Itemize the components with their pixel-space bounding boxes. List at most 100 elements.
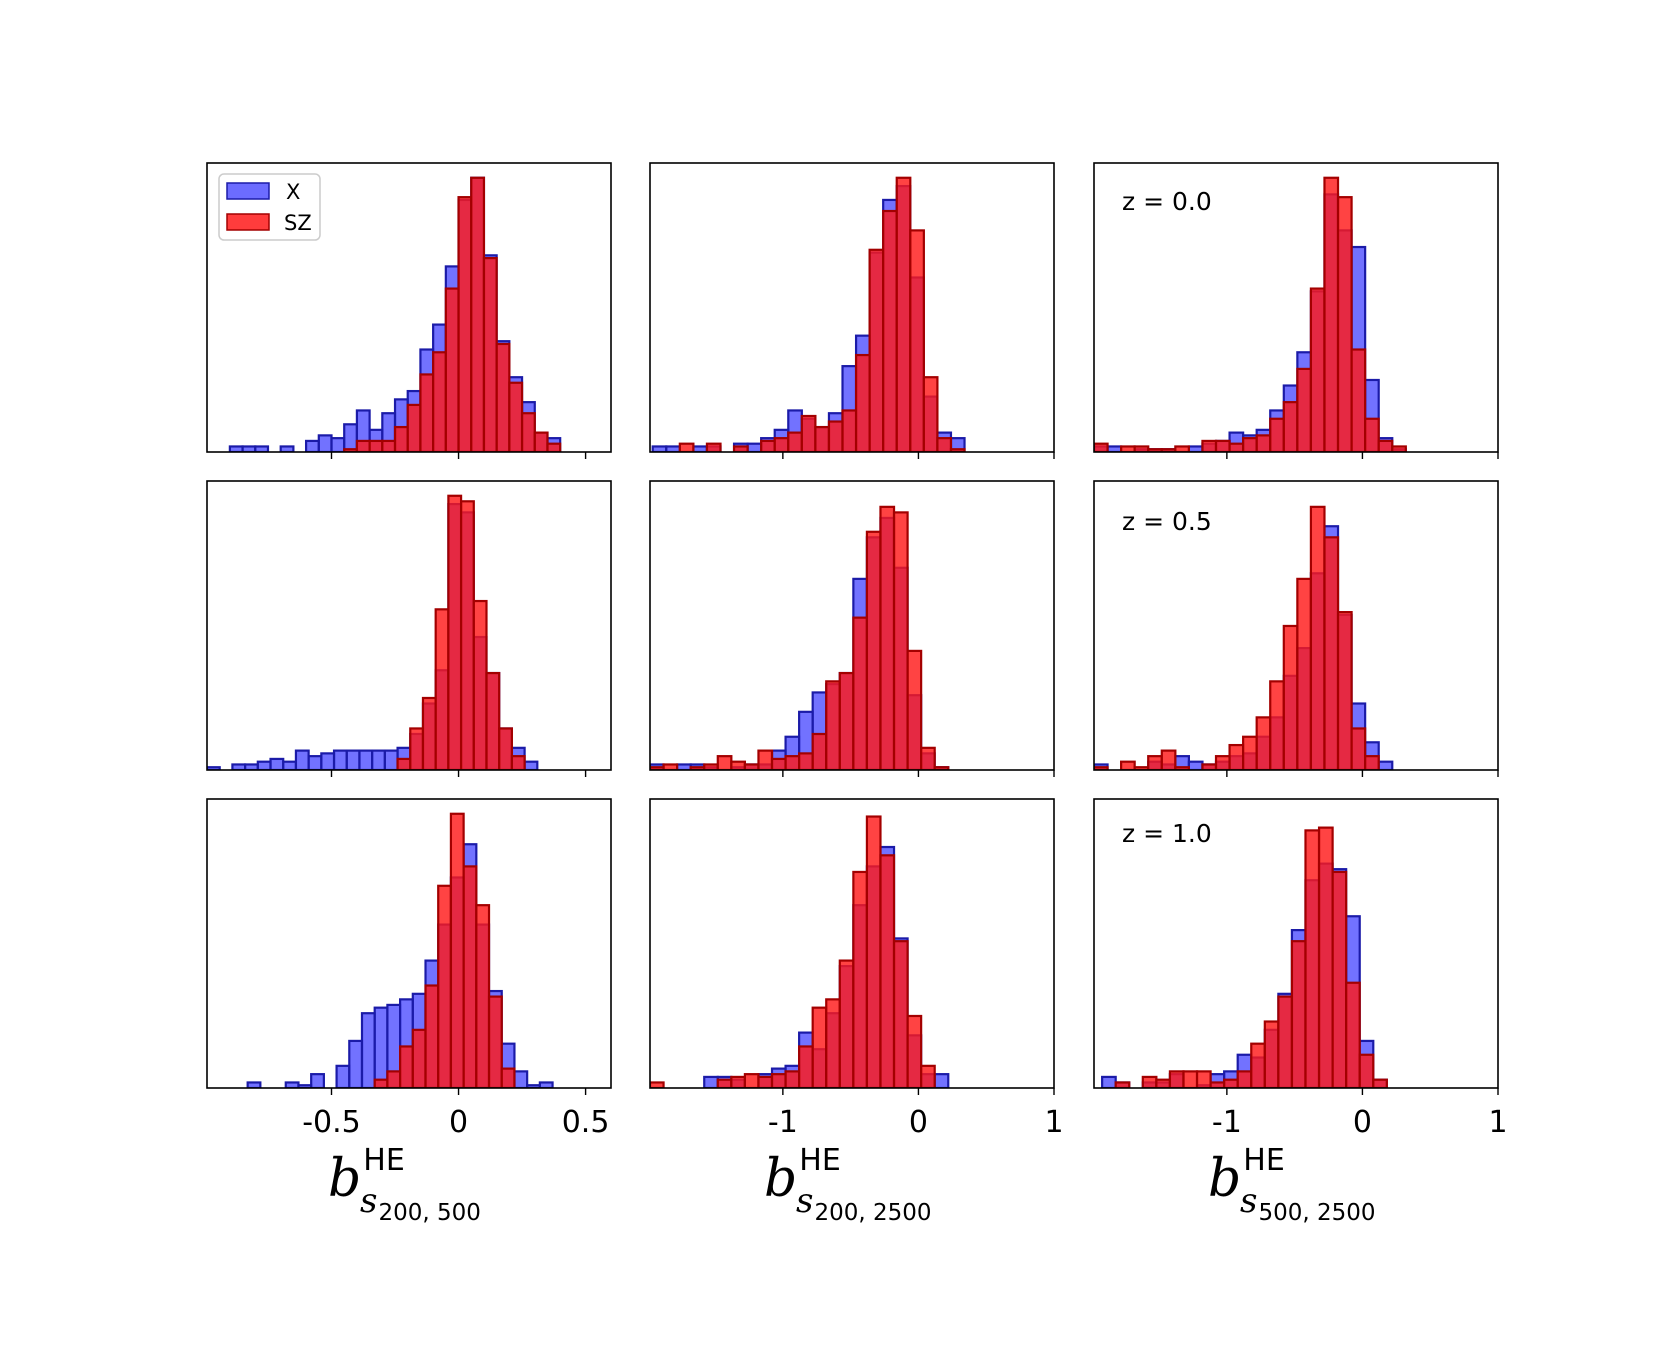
bars <box>1094 505 1394 770</box>
bar-sz <box>757 749 774 770</box>
legend: X SZ <box>218 173 321 241</box>
bar-sz <box>457 196 473 452</box>
bar-sz <box>1277 995 1294 1088</box>
bar-x <box>320 752 336 770</box>
bar-sz <box>827 420 844 452</box>
bar-sz <box>1242 735 1258 770</box>
x-tick-label: 0 <box>449 1105 468 1140</box>
bar-sz <box>368 439 384 452</box>
bar-x <box>348 1039 364 1088</box>
bar-sz <box>411 1028 427 1088</box>
bar-sz <box>1120 760 1136 770</box>
bar-sz <box>703 763 719 770</box>
bar-sz <box>1133 445 1150 452</box>
bar-sz <box>470 176 486 452</box>
bar-x <box>343 423 359 452</box>
bar-x <box>282 760 298 770</box>
bar-x <box>228 445 244 452</box>
panel-r3-c2 <box>649 798 1055 1095</box>
bar-sz <box>1350 727 1367 770</box>
bar-x <box>746 442 763 452</box>
bar-x <box>345 749 361 770</box>
x-tick-label: 0 <box>1353 1105 1372 1140</box>
bars <box>228 176 562 452</box>
bar-sz <box>406 403 422 452</box>
panels-grid <box>206 162 1499 1095</box>
bar-sz <box>1223 1078 1239 1088</box>
bar-x <box>523 760 539 770</box>
bar-sz <box>814 425 831 452</box>
bar-sz <box>760 439 776 452</box>
bar-sz <box>854 353 871 452</box>
panel-frame <box>206 162 612 453</box>
bar-sz <box>798 1045 814 1088</box>
bar-x <box>279 445 295 452</box>
bar-x <box>317 434 333 452</box>
bar-sz <box>892 940 909 1088</box>
bar-sz <box>386 1070 402 1088</box>
bar-sz <box>1201 439 1218 452</box>
bars <box>650 815 950 1088</box>
panel-r1-c1 <box>206 162 612 459</box>
bar-sz <box>716 755 733 770</box>
bar-sz <box>1296 577 1313 770</box>
bar-sz <box>447 494 463 770</box>
bar-sz <box>1236 1070 1253 1088</box>
panel-r2-c3 <box>1093 480 1499 777</box>
bar-sz <box>396 757 412 770</box>
bar-sz <box>757 1075 774 1088</box>
bar-sz <box>811 732 828 770</box>
bar-sz <box>419 373 435 452</box>
bar-sz <box>1364 417 1380 452</box>
bar-x <box>241 445 257 452</box>
bar-sz <box>892 511 909 770</box>
x-tick-label: -0.5 <box>302 1105 361 1140</box>
bar-x <box>1101 1075 1117 1088</box>
bar-sz <box>825 998 841 1088</box>
bar-sz <box>1263 1020 1280 1088</box>
bar-sz <box>773 437 790 452</box>
bar-sz <box>459 500 475 770</box>
x-tick-label: -1 <box>768 1105 798 1140</box>
bar-sz <box>920 1064 936 1088</box>
bar-x <box>1106 445 1123 452</box>
legend-label-sz: SZ <box>284 211 312 235</box>
bar-sz <box>421 696 437 770</box>
bar-x <box>1187 760 1204 770</box>
bar-x <box>332 749 348 770</box>
x-axis-label-col-3: bHE s500, 2500 <box>1208 1143 1376 1226</box>
x-tick-label: 0.5 <box>562 1105 610 1140</box>
legend-swatch-sz <box>226 213 270 231</box>
bar-sz <box>1269 680 1285 770</box>
annotation-z-row-2: z = 0.5 <box>1122 507 1212 536</box>
bar-sz <box>865 815 882 1088</box>
bar-sz <box>381 439 397 452</box>
bar-sz <box>1214 439 1231 452</box>
bar-sz <box>533 431 549 452</box>
bars <box>650 505 950 770</box>
bar-sz <box>784 755 801 770</box>
bar-x <box>933 1073 950 1088</box>
bar-x <box>330 437 346 452</box>
bar-sz <box>1282 401 1299 452</box>
bar-x <box>665 445 681 452</box>
bar-sz <box>895 176 912 452</box>
bar-x <box>373 1006 389 1088</box>
x-axis-label-col-2: bHE s200, 2500 <box>764 1143 932 1226</box>
panel-frame <box>1093 480 1499 771</box>
bar-sz <box>852 870 869 1088</box>
bar-sz <box>1160 749 1177 770</box>
bar-sz <box>432 351 447 452</box>
bar-x <box>358 749 374 770</box>
bar-sz <box>1120 445 1136 452</box>
bar-sz <box>482 257 498 452</box>
bar-sz <box>1282 624 1299 770</box>
x-tick-labels: -0.5 0 0.5 -1 0 1 -1 0 1 <box>302 1105 1507 1140</box>
x-axis-label-col-1: bHE s200, 500 <box>328 1143 481 1226</box>
bar-sz <box>798 752 814 770</box>
bar-sz <box>909 229 925 452</box>
bar-sz <box>498 727 514 770</box>
bar-sz <box>743 763 760 770</box>
bar-sz <box>1147 755 1163 770</box>
